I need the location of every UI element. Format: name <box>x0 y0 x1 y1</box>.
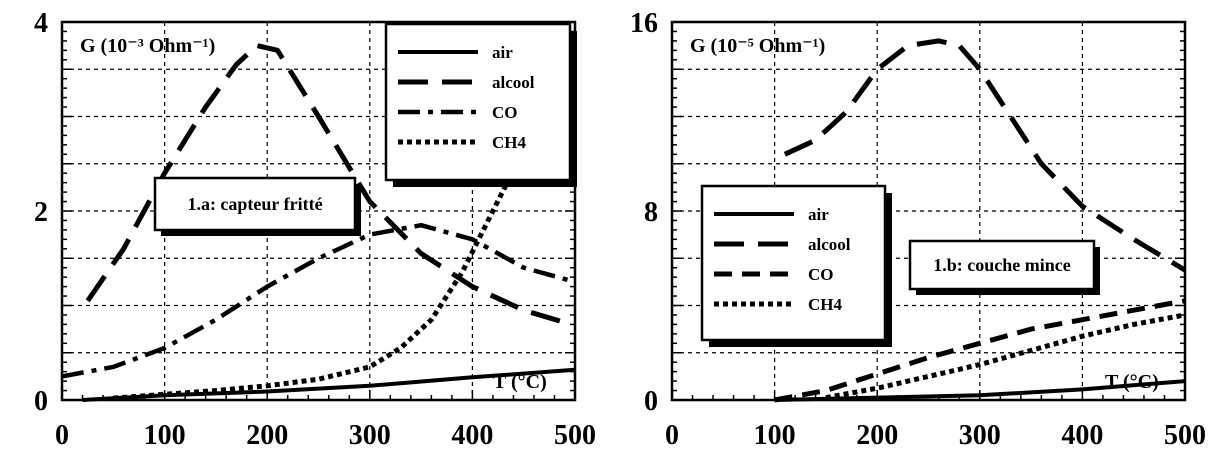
x-tick-label: 400 <box>1061 420 1103 451</box>
x-tick-label: 300 <box>349 420 391 451</box>
series-line-co <box>61 222 576 379</box>
legend-label: alcool <box>492 73 535 92</box>
annotation-box <box>908 239 1096 291</box>
x-tick-label: 200 <box>856 420 898 451</box>
annotation-box <box>153 176 357 232</box>
x-tick-label: 100 <box>144 420 186 451</box>
annotation-text: 1.a: capteur fritté <box>187 194 322 214</box>
y-tick-label: 16 <box>630 8 658 39</box>
x-tick-label: 100 <box>754 420 796 451</box>
legend-label: CO <box>492 103 518 122</box>
legend-label: CH4 <box>492 133 527 152</box>
legend-label: alcool <box>808 235 851 254</box>
legend-box <box>384 22 572 182</box>
series-line-ch4 <box>825 312 1186 401</box>
annotation-text: 1.b: couche mince <box>933 255 1070 275</box>
legend-label: air <box>492 43 513 62</box>
x-tick-label: 500 <box>1164 420 1206 451</box>
y-tick-label: 0 <box>34 386 48 417</box>
x-tick-label: 0 <box>665 420 679 451</box>
x-tick-label: 200 <box>246 420 288 451</box>
x-tick-label: 500 <box>554 420 596 451</box>
series-line-ch4 <box>113 87 557 401</box>
legend-label: air <box>808 205 829 224</box>
series-line-air <box>774 379 1186 402</box>
legend-label: CH4 <box>808 295 843 314</box>
y-axis-label: G (10⁻⁵ Ohm⁻¹) <box>690 35 825 57</box>
y-tick-label: 4 <box>34 8 48 39</box>
y-tick-label: 2 <box>34 197 48 228</box>
y-tick-label: 8 <box>644 197 658 228</box>
x-tick-label: 0 <box>55 420 69 451</box>
y-tick-label: 0 <box>644 386 658 417</box>
legend-label: CO <box>808 265 834 284</box>
y-axis-label: G (10⁻³ Ohm⁻¹) <box>80 35 215 57</box>
series-line-alcool <box>85 43 566 325</box>
x-tick-label: 400 <box>451 420 493 451</box>
legend-box <box>700 184 887 342</box>
series-line-alcool <box>783 38 1187 273</box>
series-line-co <box>774 298 1186 403</box>
x-tick-label: 300 <box>959 420 1001 451</box>
